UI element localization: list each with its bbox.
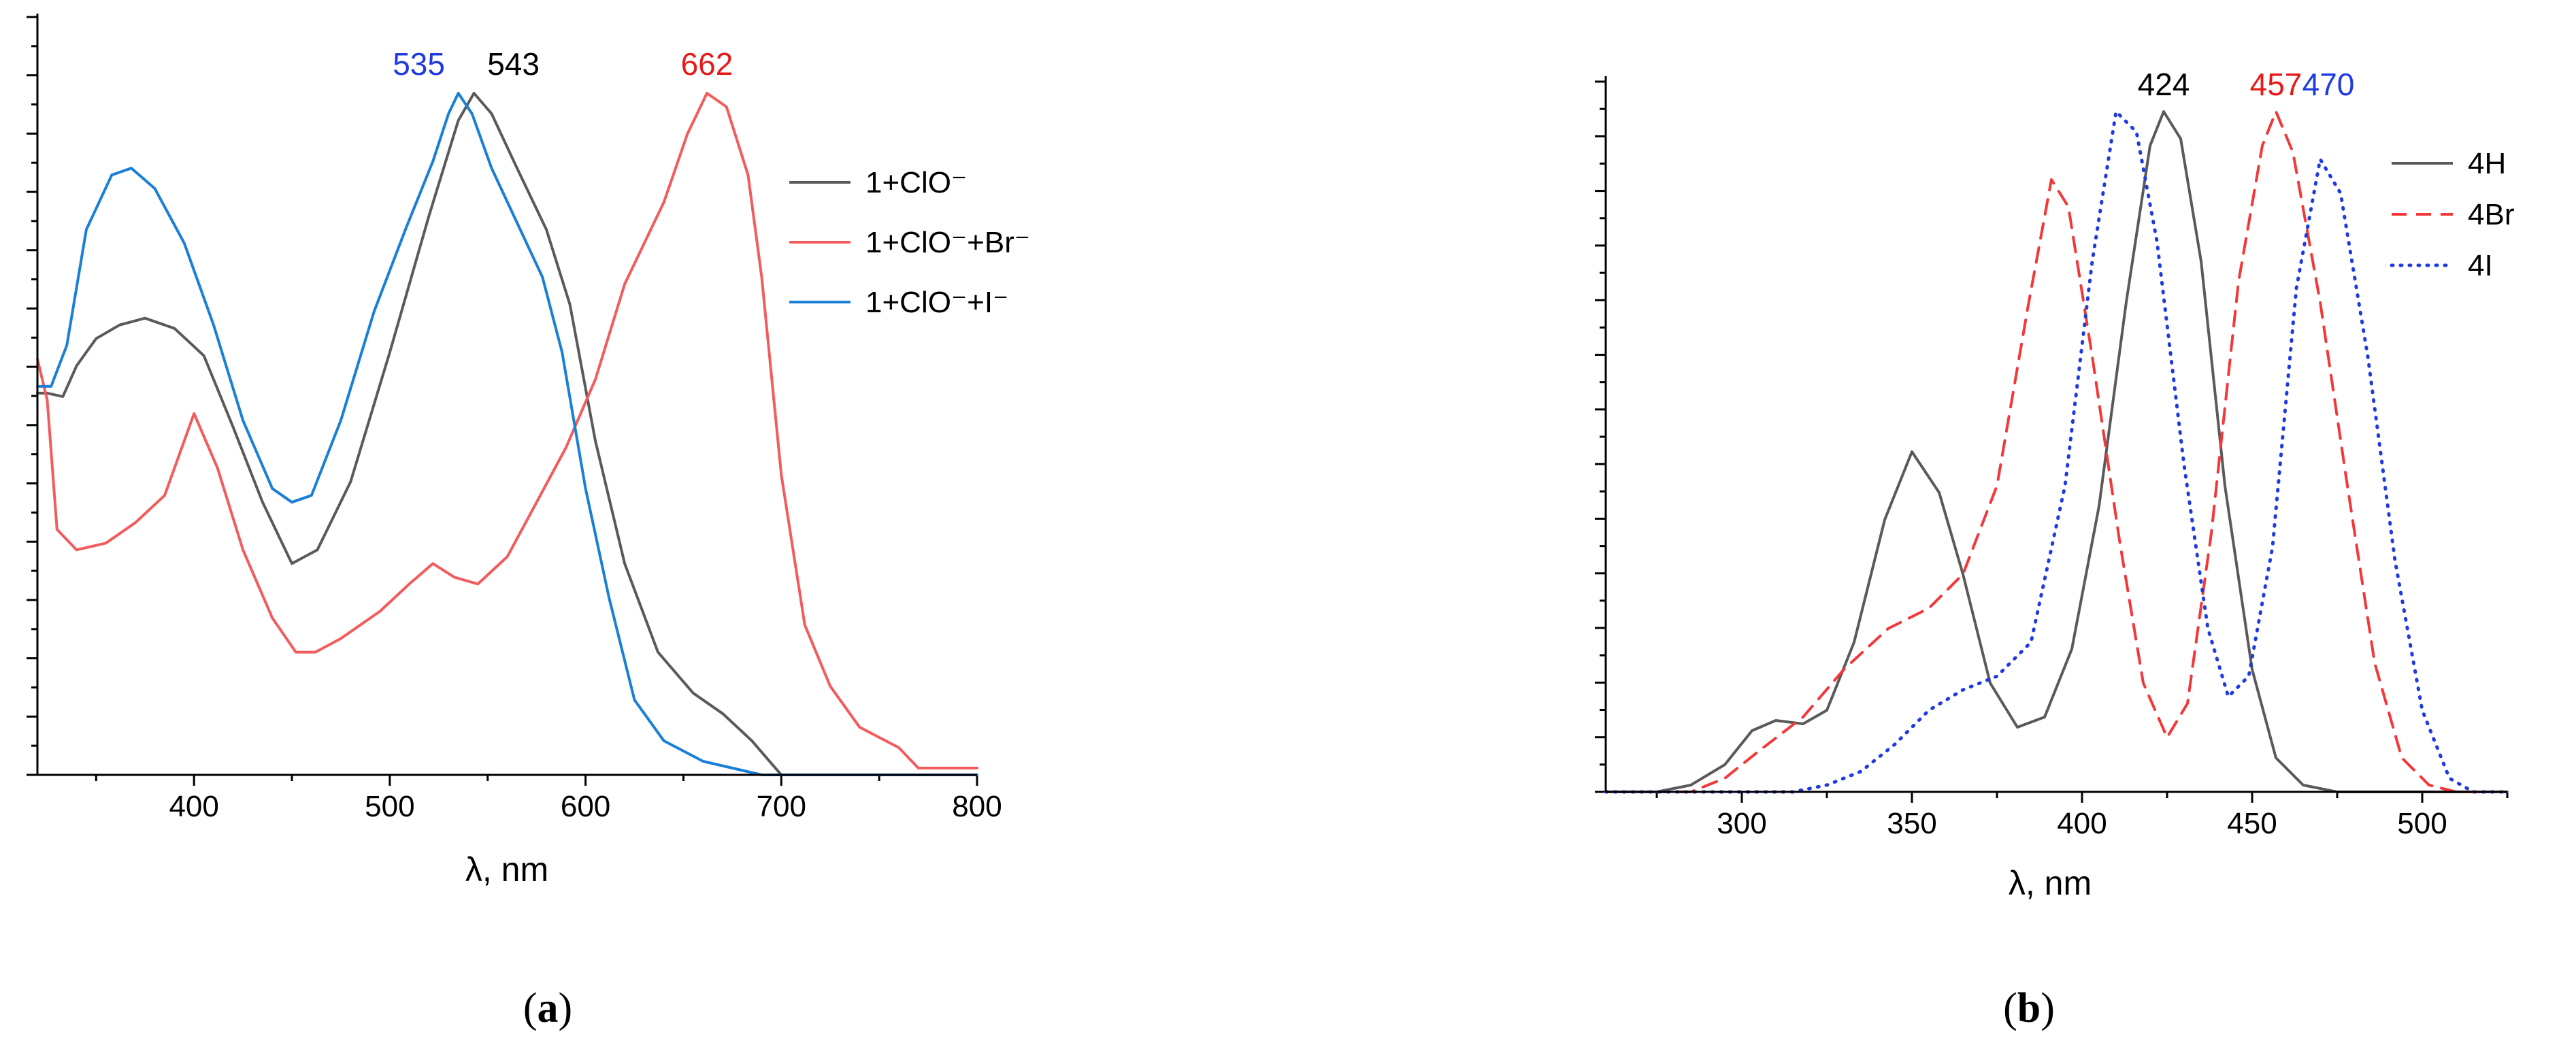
- peak-label: 457: [2250, 67, 2302, 102]
- x-tick-label: 500: [2397, 807, 2447, 840]
- legend-label: 1+ClO⁻: [865, 166, 967, 199]
- legend-label: 4H: [2468, 147, 2506, 180]
- peak-label: 662: [681, 46, 733, 82]
- panel-b-series-group: [1604, 110, 2509, 794]
- peak-label: 470: [2302, 67, 2355, 102]
- peak-label: 424: [2138, 67, 2190, 102]
- x-tick-label: 350: [1887, 807, 1936, 840]
- x-tick-label: 700: [757, 790, 806, 823]
- series-line-2: [1604, 110, 2509, 793]
- legend-label: 1+ClO⁻+Br⁻: [865, 226, 1030, 259]
- x-tick-label: 450: [2227, 807, 2277, 840]
- series-line-2: [36, 92, 978, 769]
- chart-panel-b: 300 350 400 450 500 λ, nm 424 457 470 4H4Br4I …: [1595, 67, 2514, 1031]
- series-line-3: [1604, 110, 2509, 794]
- x-tick-label: 400: [2057, 807, 2107, 840]
- panel-b-x-axis-label: λ, nm: [2009, 864, 2092, 902]
- panel-a-x-axis-label: λ, nm: [465, 850, 548, 888]
- x-tick-label: 300: [1717, 807, 1766, 840]
- panel-a-series-group: [36, 92, 978, 776]
- panel-a-label: (a): [523, 985, 572, 1031]
- panel-b-legend: 4H 4Br 4I: [2390, 147, 2514, 282]
- panel-b-peak-labels: 424 457 470: [2138, 67, 2355, 102]
- legend-label: 4Br: [2468, 198, 2514, 231]
- series-line-1: [36, 92, 978, 776]
- panel-a-legend: 1+ClO⁻ 1+ClO⁻+Br⁻ 1+ClO⁻+I⁻: [789, 166, 1030, 319]
- series-line-1: [1604, 110, 2509, 793]
- panel-a-peak-labels: 535 543 662: [393, 46, 733, 82]
- legend-label: 4I: [2468, 249, 2493, 282]
- x-tick-label: 600: [561, 790, 610, 823]
- series-line-3: [36, 92, 978, 776]
- x-tick-label: 400: [169, 790, 218, 823]
- x-tick-label: 800: [952, 790, 1002, 823]
- panel-b-ticks: 300 350 400 450 500: [1595, 80, 2509, 840]
- peak-label: 535: [393, 46, 445, 82]
- panel-a-ticks: 400 500 600 700 800: [27, 16, 1002, 823]
- x-tick-label: 500: [365, 790, 414, 823]
- panel-b-label: (b): [2003, 985, 2055, 1031]
- chart-panel-a: 400 500 600 700 800 λ, nm 535 543 662 1+ClO⁻1+…: [27, 14, 1030, 1031]
- legend-label: 1+ClO⁻+I⁻: [865, 286, 1008, 319]
- peak-label: 543: [487, 46, 540, 82]
